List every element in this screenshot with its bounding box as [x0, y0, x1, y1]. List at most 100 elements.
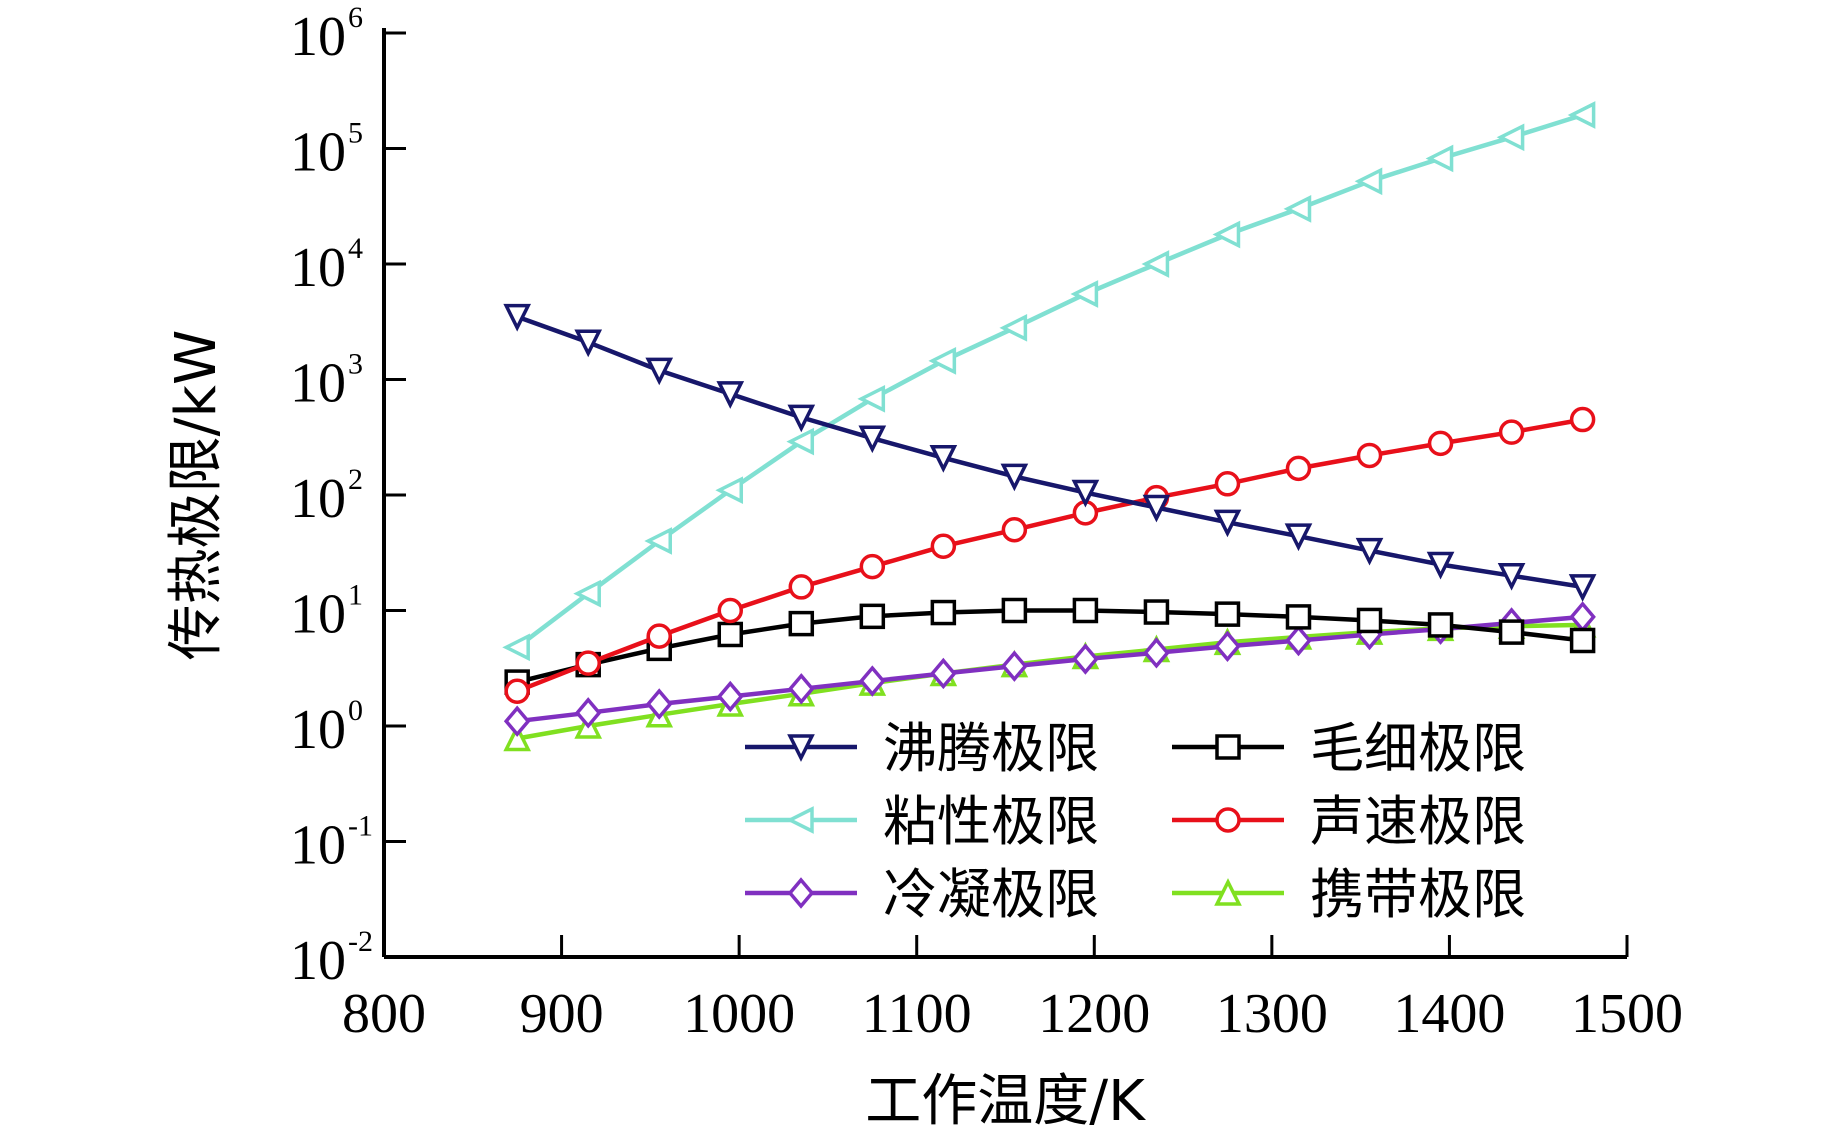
data-point — [1425, 144, 1454, 173]
series-0 — [503, 303, 1597, 602]
y-tick-label: 10 — [290, 815, 346, 877]
data-point — [1214, 601, 1241, 627]
data-point — [1356, 442, 1383, 469]
legend-label: 沸腾极限 — [883, 717, 1099, 780]
y-tick-exponent: 0 — [348, 694, 363, 727]
data-point — [1496, 123, 1525, 152]
legend-label: 毛细极限 — [1310, 717, 1526, 780]
x-tick-label: 1100 — [862, 983, 972, 1045]
data-point — [1568, 574, 1597, 602]
y-tick-exponent: -2 — [348, 925, 373, 958]
legend-item: 沸腾极限 — [745, 717, 1099, 780]
y-tick-label: 10 — [290, 353, 346, 415]
data-point — [999, 314, 1028, 342]
data-point — [1569, 627, 1596, 654]
y-tick-label: 10 — [290, 584, 346, 646]
data-point — [1285, 624, 1312, 657]
data-point — [1070, 280, 1099, 308]
data-point — [1356, 607, 1383, 634]
data-point — [1427, 612, 1454, 638]
data-point — [1569, 406, 1596, 433]
data-point — [859, 553, 886, 580]
legend-item: 声速极限 — [1172, 790, 1526, 853]
data-point — [575, 650, 601, 676]
data-point — [717, 621, 744, 648]
x-axis-label: 工作温度/K — [865, 1069, 1146, 1129]
data-point — [1212, 220, 1241, 249]
data-point — [1213, 509, 1242, 538]
data-point — [1283, 195, 1312, 223]
data-point — [930, 599, 957, 626]
y-tick-exponent: 3 — [348, 348, 363, 381]
data-point — [574, 697, 602, 729]
data-point — [1497, 562, 1526, 591]
data-point — [1141, 250, 1170, 278]
y-tick-label: 10 — [290, 237, 346, 299]
data-point — [929, 445, 958, 473]
legend-marker — [1215, 807, 1241, 833]
data-point — [1498, 619, 1525, 645]
data-point — [1355, 537, 1384, 566]
data-point — [788, 610, 815, 637]
legend-label: 粘性极限 — [883, 790, 1099, 853]
x-tick-label: 1500 — [1571, 983, 1683, 1045]
legend-item: 毛细极限 — [1172, 717, 1526, 780]
data-point — [573, 579, 601, 608]
data-point — [1001, 650, 1028, 682]
data-point — [1143, 637, 1170, 669]
legend-marker — [1215, 734, 1241, 760]
data-point — [717, 597, 744, 624]
data-point — [1072, 597, 1099, 624]
legend-marker — [787, 877, 815, 909]
x-tick-label: 1000 — [683, 983, 795, 1045]
data-point — [503, 705, 531, 737]
legend-marker — [1214, 878, 1242, 906]
data-point — [1285, 455, 1312, 482]
data-point — [930, 657, 957, 690]
y-tick-exponent: 6 — [348, 1, 363, 34]
legend-item: 粘性极限 — [745, 790, 1099, 853]
y-tick-exponent: -1 — [348, 810, 373, 843]
legend-item: 携带极限 — [1172, 863, 1526, 926]
data-point — [1284, 523, 1313, 552]
data-point — [788, 574, 815, 600]
data-point — [858, 425, 887, 454]
y-tick-label: 10 — [290, 468, 346, 530]
data-point — [1000, 463, 1029, 492]
x-tick-label: 1200 — [1038, 983, 1150, 1045]
data-point — [1001, 597, 1028, 624]
data-point — [645, 357, 674, 386]
series-line — [516, 614, 1583, 724]
series-group — [502, 101, 1597, 752]
data-point — [504, 678, 530, 704]
y-tick-exponent: 2 — [348, 463, 363, 496]
data-point — [786, 427, 815, 456]
data-point — [859, 665, 886, 697]
series-line — [516, 608, 1583, 685]
data-point — [788, 673, 815, 705]
data-point — [503, 303, 532, 332]
y-tick-label: 10 — [290, 930, 346, 992]
y-tick-label: 10 — [290, 122, 346, 184]
data-point — [1142, 494, 1171, 523]
data-point — [502, 633, 530, 662]
data-point — [928, 347, 957, 375]
data-point — [1072, 643, 1099, 675]
series-4 — [503, 601, 1596, 737]
data-point — [1498, 419, 1525, 445]
x-tick-label: 1400 — [1393, 983, 1505, 1045]
data-point — [645, 688, 673, 720]
data-point — [930, 533, 957, 559]
data-point — [1001, 517, 1028, 543]
series-line — [516, 417, 1583, 694]
series-1 — [504, 597, 1596, 695]
data-point — [574, 329, 603, 358]
series-line — [516, 314, 1583, 590]
y-axis-label: 传热极限/kW — [164, 330, 229, 661]
series-3 — [504, 406, 1596, 704]
data-point — [716, 381, 745, 409]
data-point — [715, 476, 744, 505]
